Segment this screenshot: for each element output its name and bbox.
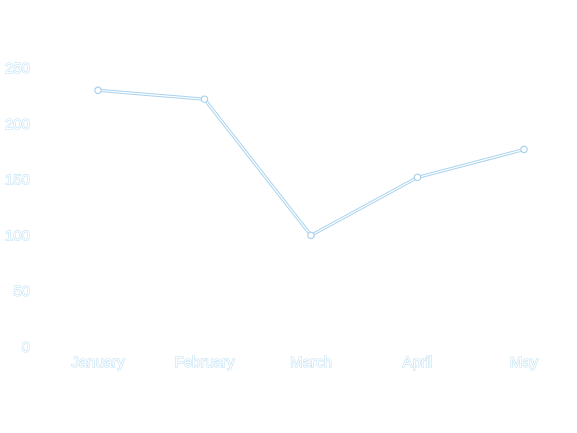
data-point: [307, 231, 315, 240]
data-point: [520, 145, 528, 154]
y-tick-label: 50: [13, 283, 30, 300]
y-tick-label: 150: [5, 172, 30, 189]
x-tick-label: April: [402, 354, 432, 371]
x-tick-label: May: [510, 354, 539, 371]
series-line-outline: [97, 88, 525, 237]
y-axis-ticks: 0 50 100 150 200 250: [4, 60, 30, 357]
x-tick-label: March: [290, 354, 332, 371]
y-tick-label: 200: [5, 116, 30, 133]
y-tick-label: 250: [5, 60, 30, 77]
x-tick-label: February: [174, 354, 235, 371]
series-line: [97, 89, 525, 236]
data-point: [200, 95, 209, 104]
data-point: [94, 86, 102, 95]
y-tick-label: 0: [22, 339, 30, 356]
data-point: [413, 173, 422, 182]
series-layer: [94, 86, 528, 240]
x-tick-label: January: [71, 354, 125, 371]
y-tick-label: 100: [5, 227, 30, 244]
x-axis-ticks: January February March April May: [71, 354, 539, 372]
